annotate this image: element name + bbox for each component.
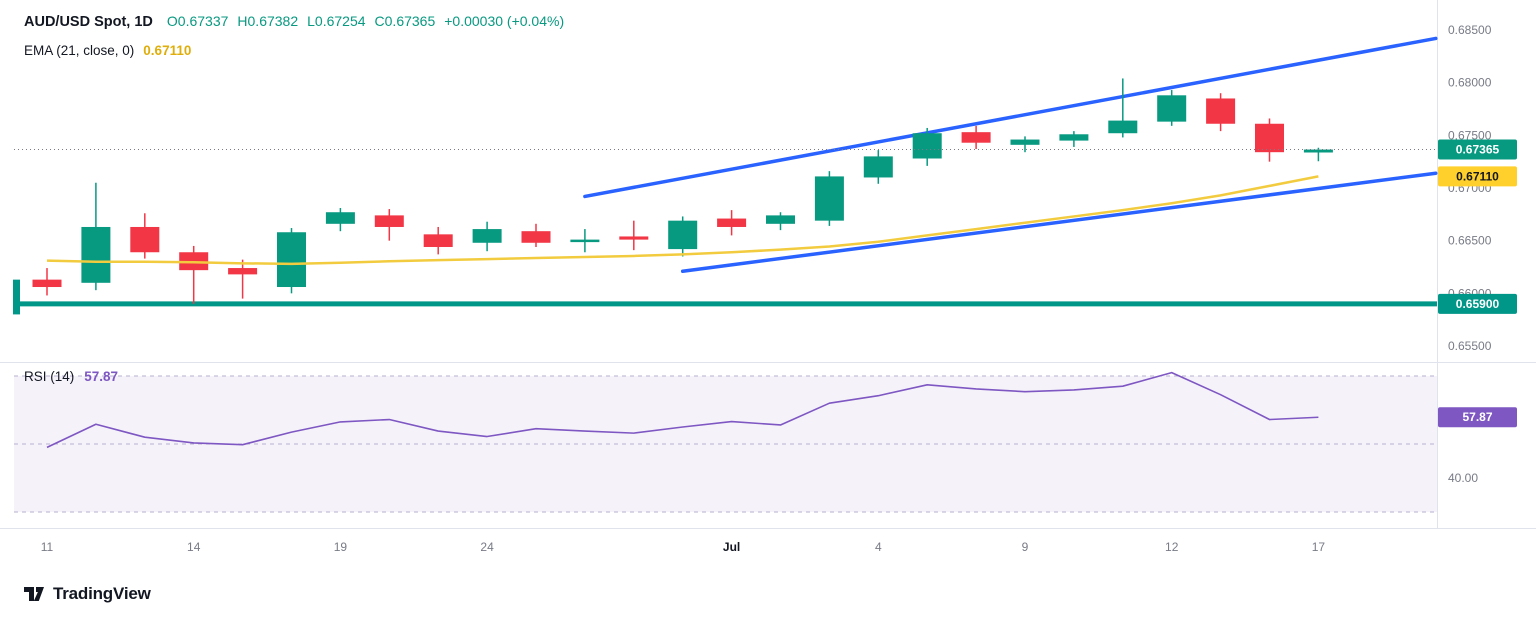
ascending-channel-lower[interactable] <box>680 171 1438 273</box>
current-price-badge: 0.67365 <box>1438 139 1517 160</box>
chart-area[interactable]: 0.68500 0.68000 0.67500 0.67000 0.66500 0.660… <box>0 0 1536 570</box>
ema-indicator-value: 0.67110 <box>143 43 192 58</box>
candle-body <box>1206 98 1236 124</box>
ema-line[interactable] <box>46 175 1319 266</box>
price-axis-label: 0.67500 <box>1448 128 1492 142</box>
ohlc-high: H0.67382 <box>237 13 299 29</box>
candle-body <box>1059 134 1089 141</box>
candle-body <box>814 176 844 221</box>
rsi-value-badge: 57.87 <box>1438 407 1517 428</box>
price-axis-label: 0.68500 <box>1448 23 1492 37</box>
candle-body <box>277 232 306 288</box>
candle-body <box>374 215 404 227</box>
ohlc-open: O0.67337 <box>166 13 229 29</box>
rsi-axis-label: 40.00 <box>1448 471 1478 485</box>
candle-body <box>472 229 502 243</box>
brand-name[interactable]: TradingView <box>53 584 151 603</box>
candle-body <box>1108 120 1138 134</box>
rsi-indicator-label[interactable]: RSI (14) <box>24 369 75 384</box>
ema-value-badge-bg <box>1438 166 1517 187</box>
time-axis-label: 19 <box>334 540 348 554</box>
symbol-title[interactable]: AUD/USD Spot, 1D <box>24 14 153 30</box>
price-axis-label: 0.65500 <box>1448 339 1492 353</box>
ohlc-change: +0.00030 (+0.04%) <box>444 13 565 29</box>
time-axis-label: 11 <box>41 540 54 554</box>
ascending-channel-upper[interactable] <box>583 36 1438 199</box>
candle-body <box>1255 123 1284 153</box>
ema-value-badge: 0.67110 <box>1438 166 1517 187</box>
candle-body <box>81 226 111 283</box>
chart-canvas[interactable]: 0.685000.680000.675000.670000.665000.660… <box>0 0 1536 570</box>
tradingview-logo-icon[interactable] <box>22 582 46 606</box>
rsi-legend-row: RSI (14) 57.87 <box>24 369 118 384</box>
support-price-badge: 0.65900 <box>1438 293 1517 314</box>
ema-legend-row: EMA (21, close, 0) 0.67110 <box>24 43 564 66</box>
support-price-badge-text: 0.65900 <box>1456 297 1500 311</box>
current-price-badge-bg <box>1438 139 1517 160</box>
candle-body <box>325 212 355 224</box>
price-axis[interactable]: 0.685000.680000.675000.670000.665000.660… <box>1448 23 1492 485</box>
time-axis-label: Jul <box>723 540 740 554</box>
time-axis-label: 9 <box>1022 540 1029 554</box>
rsi-indicator-value: 57.87 <box>84 369 119 384</box>
ema-indicator-label[interactable]: EMA (21, close, 0) <box>24 43 135 58</box>
candle-body <box>1157 95 1187 122</box>
ohlc-low: L0.67254 <box>307 13 366 29</box>
candle-body <box>570 239 600 243</box>
price-axis-label: 0.68000 <box>1448 76 1492 90</box>
time-axis-label: 17 <box>1312 540 1326 554</box>
support-line-anchor[interactable] <box>13 279 20 315</box>
footer: TradingView <box>0 570 1536 618</box>
rsi-value-badge-text: 57.87 <box>1462 410 1492 424</box>
candle-body <box>619 236 649 240</box>
candles-group <box>32 78 1333 304</box>
symbol-legend-row: AUD/USD Spot, 1D O0.67337 H0.67382 L0.67… <box>24 13 564 36</box>
candle-body <box>521 231 551 243</box>
candle-body <box>717 218 747 227</box>
ohlc-close: C0.67365 <box>374 13 436 29</box>
time-axis[interactable]: 11 14 19 24 Jul 4 9 12 17 <box>41 540 1326 554</box>
rsi-value-badge-bg <box>1438 407 1517 428</box>
candle-body <box>423 234 453 247</box>
legend: AUD/USD Spot, 1D O0.67337 H0.67382 L0.67… <box>24 13 564 66</box>
candle-body <box>766 215 795 224</box>
current-price-badge-text: 0.67365 <box>1456 143 1500 157</box>
candle-body <box>912 133 942 159</box>
candle-body <box>961 132 991 143</box>
rsi-line <box>46 371 1319 449</box>
candle-body <box>228 268 258 275</box>
candle-body <box>863 156 893 178</box>
price-axis-label: 0.66500 <box>1448 234 1492 248</box>
candle-body <box>130 226 160 253</box>
ema-value-badge-text: 0.67110 <box>1456 169 1499 183</box>
candle-body <box>668 220 698 250</box>
time-axis-label: 24 <box>480 540 494 554</box>
time-axis-label: 12 <box>1165 540 1179 554</box>
candle-body <box>1303 149 1333 153</box>
time-axis-label: 14 <box>187 540 201 554</box>
candle-body <box>1010 139 1040 145</box>
candle-body <box>32 279 62 288</box>
time-axis-label: 4 <box>875 540 882 554</box>
support-price-badge-bg <box>1438 293 1517 314</box>
